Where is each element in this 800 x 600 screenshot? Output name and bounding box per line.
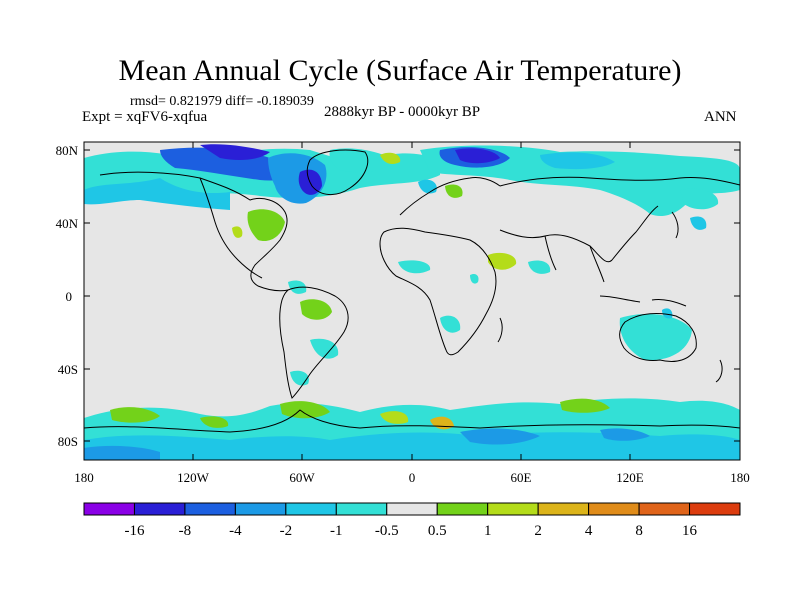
lon-label-180w: 180 xyxy=(74,470,94,485)
lon-label-120e: 120E xyxy=(616,470,644,485)
colorbar-swatch xyxy=(83,502,135,516)
colorbar-swatch xyxy=(184,502,236,516)
coastlines xyxy=(83,149,741,433)
lat-label-40n: 40N xyxy=(56,216,79,231)
colorbar-swatch xyxy=(234,502,287,516)
colorbar-swatch xyxy=(537,502,590,516)
colorbar-label: 1 xyxy=(484,523,492,539)
colorbar-label: 8 xyxy=(635,523,643,539)
lat-label-80n: 80N xyxy=(56,143,79,158)
colorbar-swatch xyxy=(386,502,438,516)
lon-label-180e: 180 xyxy=(730,470,750,485)
colorbar-swatch xyxy=(285,502,337,516)
lon-label-120w: 120W xyxy=(177,470,210,485)
lat-label-0: 0 xyxy=(66,289,73,304)
lat-label-40s: 40S xyxy=(58,362,78,377)
lat-label-80s: 80S xyxy=(58,434,78,449)
axis-ticks xyxy=(83,142,741,460)
colorbar-label: 4 xyxy=(585,523,593,539)
experiment-label: Expt = xqFV6-xqfua xyxy=(82,109,208,125)
colorbar-label: -0.5 xyxy=(375,523,399,539)
colorbar-label: -4 xyxy=(229,523,242,539)
colorbar-label: 16 xyxy=(682,523,698,539)
colorbar-label: -2 xyxy=(280,523,293,539)
colorbar: -16 -8 -4 -2 -1 -0.5 0.5 1 2 4 8 16 xyxy=(83,502,741,539)
colorbar-swatch xyxy=(638,502,691,516)
colorbar-swatch xyxy=(689,502,741,516)
colorbar-swatch xyxy=(133,502,186,516)
colorbar-label: -1 xyxy=(330,523,343,539)
colorbar-label: -8 xyxy=(179,523,192,539)
lon-label-0: 0 xyxy=(409,470,416,485)
colorbar-swatch xyxy=(436,502,489,516)
colorbar-label: 2 xyxy=(534,523,542,539)
map-title: Mean Annual Cycle (Surface Air Temperatu… xyxy=(118,54,682,87)
anomaly-patches xyxy=(84,144,740,460)
colorbar-label: 0.5 xyxy=(428,523,447,539)
colorbar-swatch xyxy=(588,502,640,516)
lon-label-60w: 60W xyxy=(289,470,315,485)
stats-line: rmsd= 0.821979 diff= -0.189039 xyxy=(130,94,314,109)
colorbar-swatch xyxy=(335,502,388,516)
colorbar-label: -16 xyxy=(124,523,144,539)
period-label: 2888kyr BP - 0000kyr BP xyxy=(324,104,481,120)
lon-label-60e: 60E xyxy=(511,470,532,485)
colorbar-swatch xyxy=(487,502,539,516)
season-label: ANN xyxy=(704,109,737,125)
